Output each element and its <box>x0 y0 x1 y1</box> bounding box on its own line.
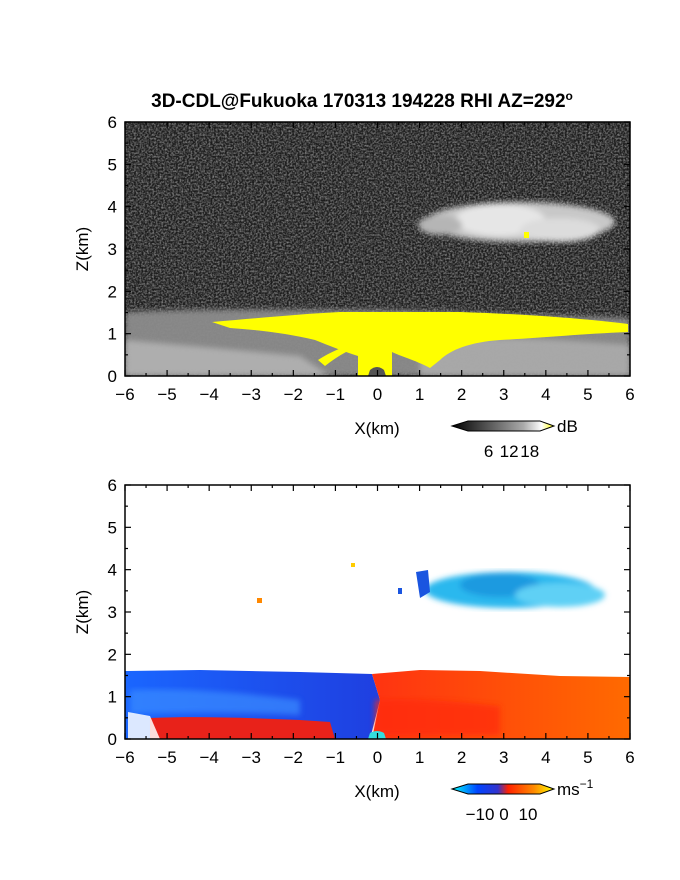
x-tick-label: −5 <box>157 385 176 404</box>
y-tick-label: 5 <box>108 155 117 174</box>
x-tick-label: 1 <box>415 385 424 404</box>
x-tick-label: −3 <box>242 385 261 404</box>
y-tick-label: 3 <box>108 240 117 259</box>
x-tick-label: 0 <box>373 748 382 767</box>
x-tick-label: −4 <box>199 385 218 404</box>
backscatter-colorbar: dB 6 12 18 <box>450 417 578 461</box>
x-tick-label: 6 <box>625 748 634 767</box>
title-degree-superscript: o <box>566 89 573 103</box>
x-tick-label: −6 <box>115 748 134 767</box>
colorbar-tick-label: 12 <box>500 442 519 461</box>
boundary-layer-right <box>420 337 630 376</box>
x-tick-label: −2 <box>284 385 303 404</box>
velocity-colorbar-bar <box>450 783 556 795</box>
cloud-strong-negative <box>416 570 430 598</box>
y-tick-label: 6 <box>108 113 117 132</box>
x-tick-label: 3 <box>499 385 508 404</box>
x-tick-label: −3 <box>242 748 261 767</box>
colorbar-tick-label: 0 <box>499 805 508 824</box>
near-surface-gap <box>128 712 160 739</box>
x-tick-label: 2 <box>457 748 466 767</box>
colorbar-tick-label: 18 <box>520 442 539 461</box>
colorbar-tick-label: 10 <box>519 805 538 824</box>
velocity-colorbar-unit: ms−1 <box>557 777 594 799</box>
x-tick-label: −1 <box>326 385 345 404</box>
near-surface-return-flow <box>150 717 335 739</box>
y-tick-label: 6 <box>108 476 117 495</box>
y-tick-label: 3 <box>108 603 117 622</box>
velocity-field <box>125 563 630 739</box>
saturated-core-streak <box>318 342 358 366</box>
x-tick-label: 4 <box>541 385 550 404</box>
colorbar-tick-label: 6 <box>484 442 493 461</box>
x-tick-label: −1 <box>326 748 345 767</box>
isolated-echo-2 <box>351 563 355 567</box>
backscatter-colorbar-unit: dB <box>557 417 578 436</box>
velocity-xlabel: X(km) <box>354 782 399 801</box>
x-tick-label: −2 <box>284 748 303 767</box>
y-tick-label: 5 <box>108 518 117 537</box>
y-tick-label: 4 <box>108 198 117 217</box>
velocity-ylabel: Z(km) <box>73 590 92 634</box>
elevated-cloud <box>418 202 615 242</box>
figure-title: 3D-CDL@Fukuoka 170313 194228 RHI AZ=292o <box>151 89 573 112</box>
backscatter-xlabel: X(km) <box>354 419 399 438</box>
boundary-layer-lower <box>125 340 330 376</box>
velocity-axes: −6 −5 −4 −3 −2 −1 0 1 2 3 4 5 6 0 1 2 3 4 5 6 <box>108 476 635 767</box>
backscatter-axes: −6 −5 −4 −3 −2 −1 0 1 2 3 4 5 6 0 1 2 3 4 5 6 <box>108 113 635 404</box>
negative-velocity-light <box>130 689 300 715</box>
x-tick-label: 0 <box>373 385 382 404</box>
velocity-colorbar-ticks: −10 0 10 <box>466 805 538 824</box>
y-tick-label: 4 <box>108 561 117 580</box>
y-tick-label: 1 <box>108 688 117 707</box>
x-tick-label: −6 <box>115 385 134 404</box>
colorbar-tick-label: −10 <box>466 805 495 824</box>
isolated-echo-3 <box>398 588 402 594</box>
x-tick-label: −5 <box>157 748 176 767</box>
x-tick-label: −4 <box>199 748 218 767</box>
x-tick-label: 4 <box>541 748 550 767</box>
backscatter-colorbar-bar <box>450 420 556 432</box>
backscatter-colorbar-ticks: 6 12 18 <box>484 442 539 461</box>
x-tick-label: 3 <box>499 748 508 767</box>
backscatter-ylabel: Z(km) <box>73 227 92 271</box>
x-tick-label: 6 <box>625 385 634 404</box>
y-tick-label: 0 <box>108 730 117 749</box>
x-tick-label: 1 <box>415 748 424 767</box>
x-tick-label: 2 <box>457 385 466 404</box>
positive-velocity-weak <box>375 699 500 735</box>
y-tick-label: 2 <box>108 282 117 301</box>
x-tick-label: 5 <box>583 748 592 767</box>
isolated-echo-1 <box>257 598 262 603</box>
y-tick-label: 1 <box>108 325 117 344</box>
cloud-hotspot <box>524 232 529 238</box>
saturated-core <box>212 312 628 376</box>
backscatter-field <box>125 122 630 376</box>
x-tick-label: 5 <box>583 385 592 404</box>
y-tick-label: 2 <box>108 645 117 664</box>
velocity-colorbar: ms−1 −10 0 10 <box>450 777 594 824</box>
elevated-cloud-velocity <box>425 572 605 608</box>
y-tick-label: 0 <box>108 367 117 386</box>
